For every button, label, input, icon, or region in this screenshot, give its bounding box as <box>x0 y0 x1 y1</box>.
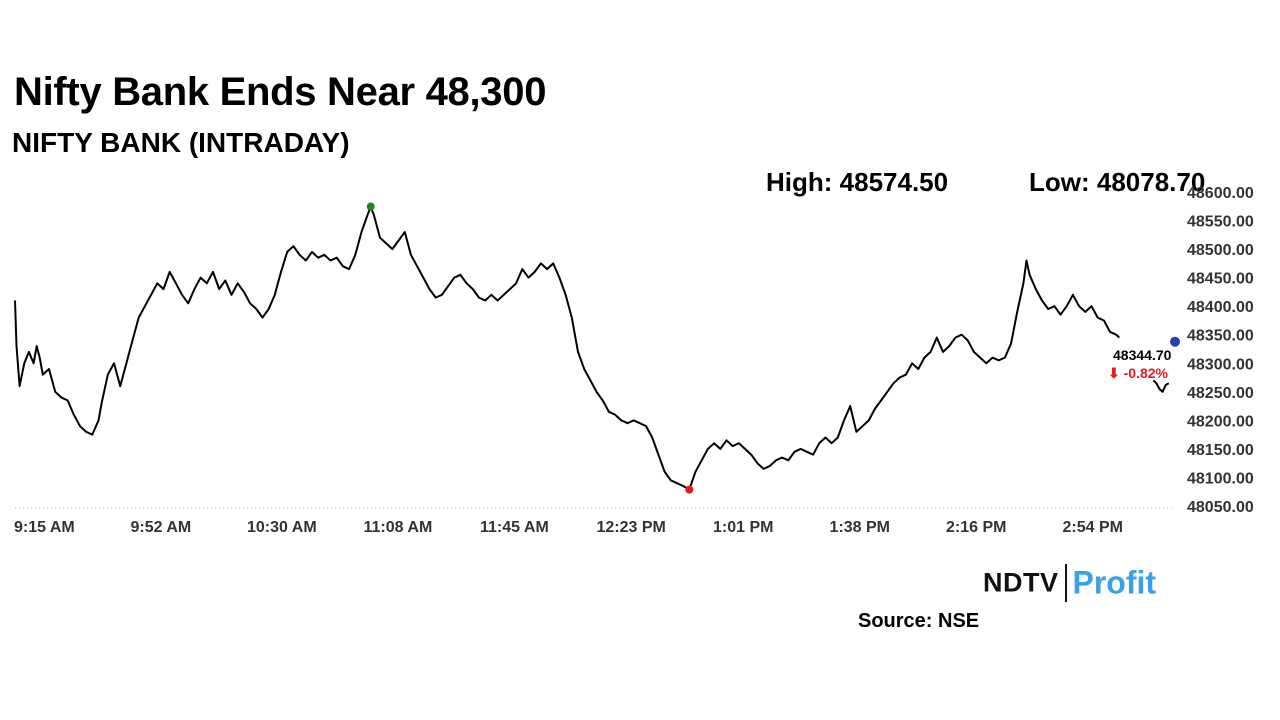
series-line <box>1152 379 1170 393</box>
y-tick-label: 48100.00 <box>1187 470 1254 487</box>
y-tick-label: 48450.00 <box>1187 271 1254 288</box>
x-tick-label: 1:01 PM <box>713 519 773 536</box>
y-tick-label: 48600.00 <box>1187 185 1254 202</box>
change-percent-label: ⬇ -0.82% <box>1108 365 1169 381</box>
x-tick-label: 11:45 AM <box>480 519 549 536</box>
x-tick-label: 10:30 AM <box>247 519 317 536</box>
y-tick-label: 48250.00 <box>1187 385 1254 402</box>
ndtv-profit-logo: NDTV Profit <box>983 564 1156 606</box>
y-tick-label: 48300.00 <box>1187 356 1254 373</box>
y-tick-label: 48200.00 <box>1187 413 1254 430</box>
high-point-marker <box>366 202 375 211</box>
series-line <box>14 205 1120 491</box>
x-tick-label: 9:52 AM <box>131 519 192 536</box>
low-point-marker <box>685 485 694 494</box>
source-note: Source: NSE <box>858 610 980 632</box>
x-tick-label: 9:15 AM <box>14 519 75 536</box>
x-tick-label: 11:08 AM <box>364 519 433 536</box>
last-value-marker <box>1170 336 1180 347</box>
y-tick-label: 48400.00 <box>1187 299 1254 316</box>
low-label: Low: 48078.70 <box>1029 167 1206 197</box>
page-title: Nifty Bank Ends Near 48,300 <box>14 70 547 114</box>
y-tick-label: 48050.00 <box>1187 499 1254 516</box>
x-tick-label: 2:16 PM <box>946 519 1006 536</box>
logo-divider <box>1064 564 1067 602</box>
logo-ndtv-text: NDTV <box>983 567 1059 598</box>
y-tick-label: 48500.00 <box>1187 242 1254 259</box>
chart-subtitle: NIFTY BANK (INTRADAY) <box>12 127 350 158</box>
x-tick-label: 1:38 PM <box>830 519 890 536</box>
y-tick-label: 48350.00 <box>1187 328 1254 345</box>
y-tick-label: 48550.00 <box>1187 214 1254 231</box>
x-tick-label: 12:23 PM <box>597 519 666 536</box>
last-value-label: 48344.70 <box>1113 347 1172 363</box>
logo-profit-text: Profit <box>1072 564 1157 601</box>
y-tick-label: 48150.00 <box>1187 442 1254 459</box>
high-label: High: 48574.50 <box>766 167 949 197</box>
x-tick-label: 2:54 PM <box>1063 519 1123 536</box>
